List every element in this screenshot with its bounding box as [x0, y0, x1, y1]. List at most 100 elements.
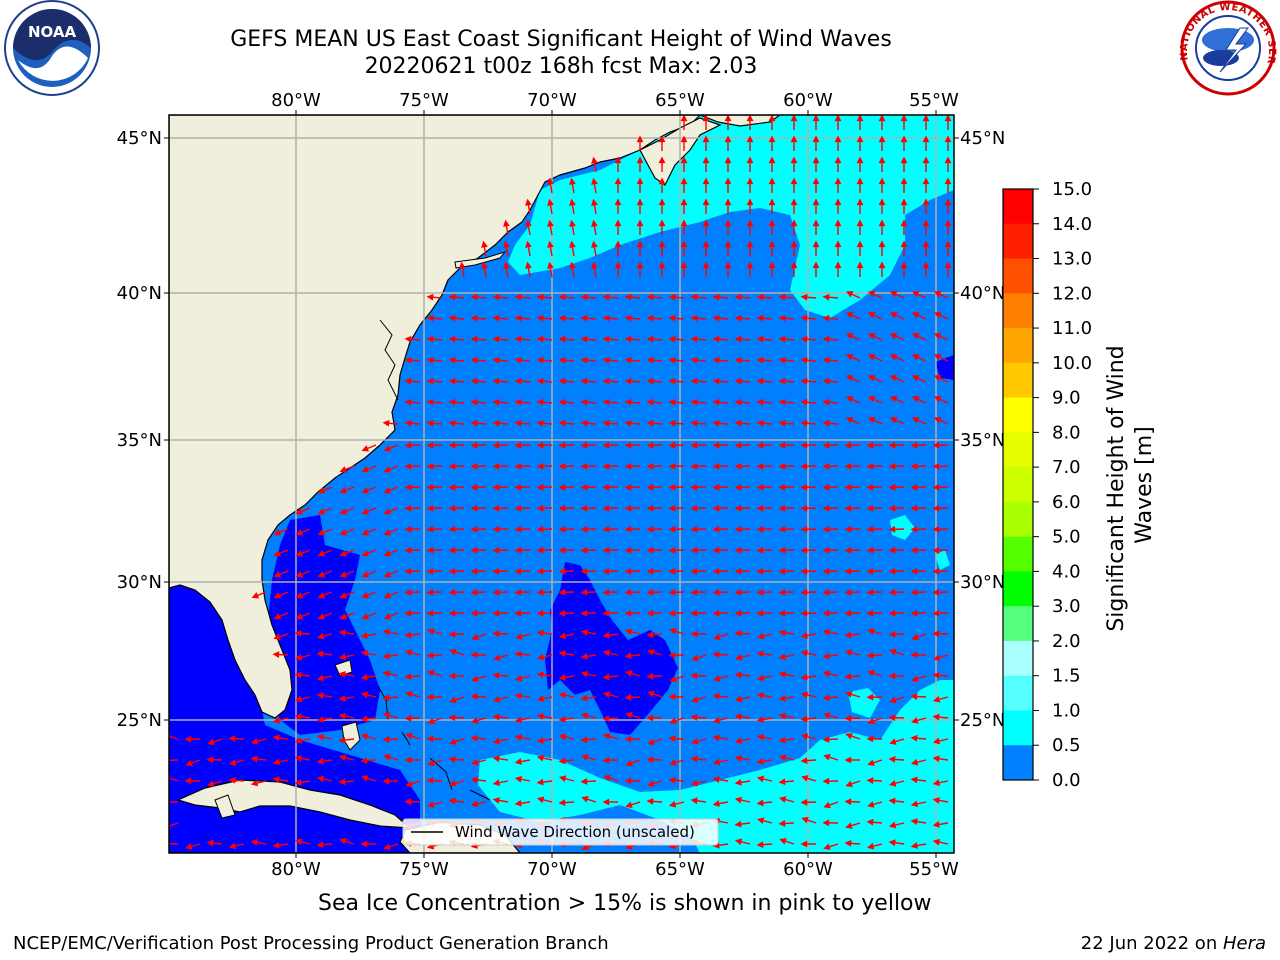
wind-arrow-head [448, 609, 456, 617]
wind-arrow-head [602, 631, 610, 639]
wind-arrow-head [734, 525, 742, 533]
wind-arrow-head [514, 377, 522, 385]
wind-arrow-head [470, 356, 478, 364]
wind-arrow-head [404, 798, 412, 806]
wind-arrow-head [647, 649, 655, 656]
wind-arrow-head [822, 652, 830, 660]
wind-arrow-head [867, 396, 876, 403]
wind-arrow-head [822, 335, 830, 343]
wind-arrow-head [878, 135, 886, 143]
wind-arrow-head [844, 462, 852, 470]
wind-arrow-head [768, 115, 776, 122]
wind-arrow-head [800, 691, 809, 699]
lon-label-top: 70°W [527, 90, 577, 111]
wind-arrow-head [360, 840, 368, 848]
wind-arrow-head [712, 546, 720, 554]
wind-arrow-head [448, 356, 456, 364]
wind-arrow-head [536, 504, 544, 512]
wind-arrow-head [272, 734, 280, 742]
wind-arrow-head [426, 567, 434, 575]
wind-arrow-head [514, 758, 522, 765]
wind-arrow-head [470, 758, 479, 766]
wind-arrow-head [404, 441, 412, 449]
wind-arrow-head [866, 441, 874, 449]
wind-arrow-head [724, 135, 732, 143]
wind-arrow-head [910, 734, 918, 742]
wind-arrow-head [867, 291, 876, 298]
wind-arrow-head [361, 571, 370, 578]
wind-arrow-head [778, 504, 786, 512]
wind-arrow-head [361, 775, 369, 782]
wind-arrow-head [910, 546, 918, 554]
wind-arrow-head [624, 398, 632, 406]
wind-arrow-head [361, 613, 370, 620]
wind-arrow-head [470, 800, 479, 808]
wind-arrow-head [646, 797, 654, 805]
wind-arrow-head [800, 356, 808, 364]
wind-arrow-head [878, 156, 886, 164]
wind-arrow-head [339, 529, 348, 536]
wind-arrow-head [536, 737, 544, 744]
wind-arrow-head [636, 135, 644, 143]
wind-arrow-head [470, 483, 478, 491]
wind-arrow-head [911, 312, 920, 319]
wind-arrow-head [668, 462, 676, 470]
wind-arrow-head [944, 115, 952, 122]
wind-arrow-head [646, 672, 654, 680]
wind-arrow-head [932, 588, 940, 596]
wind-arrow-head [712, 377, 720, 385]
wind-arrow-head [558, 632, 567, 640]
wind-arrow-head [514, 567, 522, 575]
wind-arrow [169, 777, 179, 782]
wind-arrow-head [734, 483, 742, 491]
wind-arrow-head [690, 419, 698, 427]
wind-arrow-head [602, 609, 610, 617]
wind-arrow-head [169, 756, 170, 764]
wind-arrow-head [470, 734, 478, 742]
wind-arrow-head [867, 717, 875, 725]
wind-arrow-head [514, 692, 522, 700]
wind-arrow-head [426, 377, 434, 385]
wind-arrow-head [669, 628, 677, 635]
wind-arrow-head [558, 609, 566, 617]
wind-arrow-head [514, 462, 522, 470]
wind-arrow-head [878, 177, 886, 185]
wind-arrow-head [514, 483, 522, 491]
wind-arrow-head [624, 356, 632, 364]
wind-arrow-head [724, 261, 732, 269]
wind-arrow-head [944, 261, 952, 269]
wind-arrow-head [294, 779, 302, 786]
wind-arrow-head [734, 695, 743, 703]
wind-arrow-head [427, 717, 435, 725]
wind-arrow-head [734, 629, 742, 637]
wind-arrow-head [690, 525, 698, 533]
wind-arrow-head [866, 567, 874, 575]
wind-arrow-head [690, 588, 698, 596]
wind-arrow-head [184, 777, 192, 785]
wind-arrow-head [822, 546, 830, 554]
wind-arrow-head [822, 588, 830, 596]
wind-arrow-head [867, 375, 876, 382]
wind-arrow-head [800, 314, 808, 322]
wind-arrow-head [724, 240, 732, 248]
wind-arrow-head [338, 653, 346, 661]
wind-arrow-head [427, 801, 435, 808]
wind-arrow-head [492, 462, 500, 470]
wind-arrow-head [338, 671, 346, 678]
wind-arrow-head [779, 796, 787, 803]
lat-label-right: 25°N [960, 710, 1005, 731]
wind-arrow-head [680, 177, 688, 185]
wind-arrow-head [448, 335, 456, 343]
wind-arrow-head [427, 670, 435, 677]
wind-arrow-head [602, 377, 610, 385]
wind-arrow-head [878, 261, 886, 269]
wind-arrow-head [492, 588, 500, 596]
wind-arrow-head [734, 293, 742, 301]
wind-arrow-head [295, 508, 304, 515]
colorbar-label: Significant Height of Wind Waves [m] [1104, 338, 1157, 631]
wind-arrow-head [900, 198, 908, 206]
wind-arrow-head [933, 354, 942, 361]
wind-arrow-head [812, 135, 820, 143]
wind-arrow-head [646, 546, 654, 554]
wind-arrow-head [295, 550, 304, 557]
